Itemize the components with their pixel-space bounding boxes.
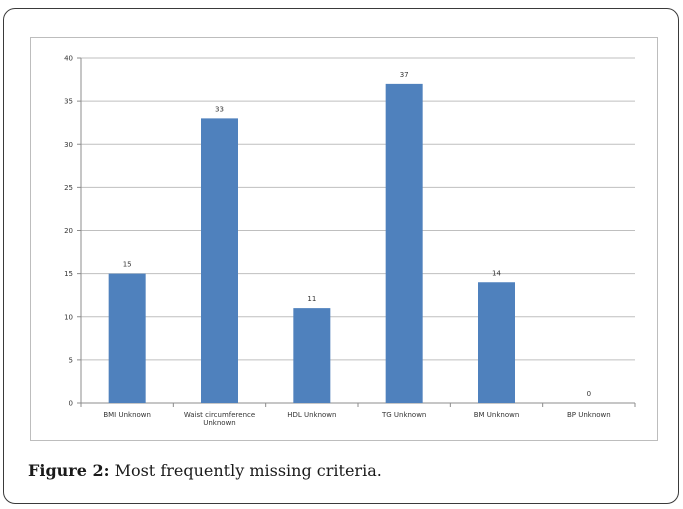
data-label: 11 xyxy=(307,295,316,303)
y-tick-label: 5 xyxy=(69,356,73,364)
y-tick-label: 0 xyxy=(69,400,73,408)
y-tick-label: 15 xyxy=(64,270,73,278)
y-tick-label: 20 xyxy=(64,227,73,235)
data-label: 14 xyxy=(492,269,501,277)
bar xyxy=(201,118,238,403)
bar xyxy=(108,273,146,403)
data-label: 33 xyxy=(215,105,224,113)
bar-chart: 0 5 10 15 20 25 30 35 40 15 BMI Unknown 33 Waist cir… xyxy=(64,55,636,427)
y-tick-label: 30 xyxy=(64,141,73,149)
data-label: 37 xyxy=(400,71,409,79)
x-tick-label: BP Unknown xyxy=(567,411,611,419)
y-tick-label: 25 xyxy=(64,184,73,192)
x-tick-label: Unknown xyxy=(203,419,236,427)
x-tick-label: HDL Unknown xyxy=(287,411,336,419)
bar xyxy=(478,282,515,403)
caption-label: Figure 2: xyxy=(28,461,110,480)
data-label: 15 xyxy=(123,261,132,269)
bar xyxy=(385,83,423,403)
bar xyxy=(293,308,331,403)
caption-text: Most frequently missing criteria. xyxy=(109,461,382,480)
figure-caption: Figure 2: Most frequently missing criter… xyxy=(28,461,382,480)
x-tick-label: TG Unknown xyxy=(381,411,426,419)
chart-area: 0 5 10 15 20 25 30 35 40 15 BMI Unknown 33 Waist cir… xyxy=(30,37,658,441)
y-tick-label: 40 xyxy=(64,55,73,63)
x-tick-label: BMI Unknown xyxy=(103,411,151,419)
data-label: 0 xyxy=(587,390,591,398)
x-tick-label: BM Unknown xyxy=(474,411,520,419)
figure-frame: 0 5 10 15 20 25 30 35 40 15 BMI Unknown 33 Waist cir… xyxy=(3,8,679,504)
y-tick-label: 35 xyxy=(64,98,73,106)
y-tick-label: 10 xyxy=(64,313,73,321)
x-tick-label: Waist circumference xyxy=(184,411,255,419)
